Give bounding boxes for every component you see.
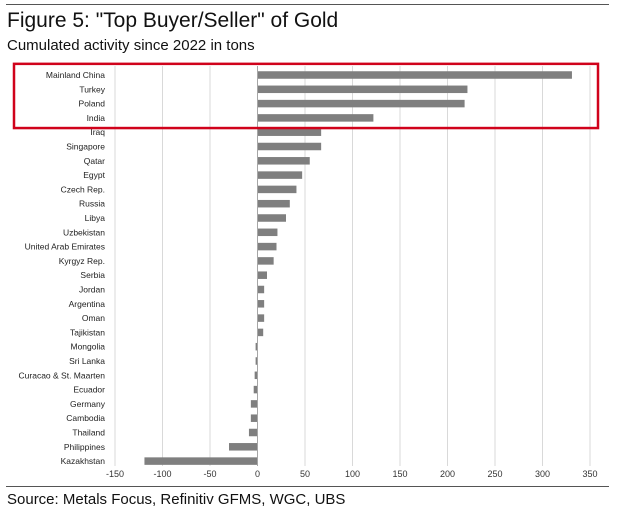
- x-tick-label: 150: [392, 469, 407, 479]
- figure-subtitle: Cumulated activity since 2022 in tons: [7, 37, 255, 54]
- x-tick-label: 100: [345, 469, 360, 479]
- bar: [257, 71, 572, 79]
- bar: [144, 457, 258, 465]
- figure-title: Figure 5: "Top Buyer/Seller" of Gold: [7, 9, 339, 32]
- category-label: Kyrgyz Rep.: [59, 256, 105, 266]
- x-tick-label: -50: [203, 469, 216, 479]
- category-label: Tajikistan: [70, 327, 105, 337]
- category-label: Turkey: [79, 84, 105, 94]
- category-label: Argentina: [69, 299, 106, 309]
- bar: [248, 428, 258, 437]
- category-label: Iraq: [90, 127, 105, 137]
- category-label: Oman: [82, 313, 105, 323]
- bar: [257, 242, 277, 251]
- category-label: Thailand: [72, 428, 105, 438]
- x-tick-label: 0: [255, 469, 260, 479]
- x-tick-label: -150: [106, 469, 124, 479]
- category-label: Sri Lanka: [69, 356, 105, 366]
- source-note: Source: Metals Focus, Refinitiv GFMS, WG…: [7, 491, 346, 508]
- bar: [257, 185, 297, 194]
- category-label: Egypt: [83, 170, 105, 180]
- bar: [257, 271, 267, 279]
- bar: [257, 114, 374, 122]
- x-tick-label: 50: [300, 469, 310, 479]
- category-label: Russia: [79, 199, 105, 209]
- bar: [257, 128, 322, 136]
- bar: [255, 357, 258, 365]
- category-label: Mainland China: [46, 70, 105, 80]
- category-label: Serbia: [80, 270, 105, 280]
- bar: [250, 414, 258, 422]
- bar: [254, 371, 258, 380]
- category-label: Czech Rep.: [61, 184, 105, 194]
- category-label: Kazakhstan: [61, 456, 106, 466]
- bar: [257, 171, 303, 179]
- category-label: Libya: [85, 213, 106, 223]
- category-label: United Arab Emirates: [25, 242, 105, 252]
- x-tick-label: 200: [440, 469, 455, 479]
- bar: [257, 142, 322, 151]
- category-label: Cambodia: [66, 413, 105, 423]
- category-label: Curacao & St. Maarten: [19, 370, 106, 380]
- category-label: Germany: [70, 399, 106, 409]
- bar: [257, 257, 274, 265]
- bar: [257, 199, 290, 208]
- bottom-rule: [6, 486, 609, 487]
- x-tick-label: 300: [535, 469, 550, 479]
- bar: [253, 385, 258, 394]
- category-label: Uzbekistan: [63, 227, 105, 237]
- bar: [257, 285, 265, 294]
- category-label: India: [87, 113, 106, 123]
- category-label: Singapore: [66, 142, 105, 152]
- bar: [257, 214, 286, 222]
- bar: [257, 228, 278, 237]
- category-label: Mongolia: [71, 342, 106, 352]
- highlight-box: [12, 62, 600, 130]
- x-tick-label: 350: [582, 469, 597, 479]
- bar: [257, 157, 310, 165]
- bar: [257, 99, 465, 108]
- category-label: Qatar: [84, 156, 105, 166]
- category-label: Jordan: [79, 285, 105, 295]
- bar: [250, 400, 258, 408]
- bar: [255, 342, 258, 351]
- top-rule: [6, 4, 609, 5]
- category-label: Philippines: [64, 442, 105, 452]
- category-label: Poland: [79, 99, 106, 109]
- bar: [257, 314, 265, 322]
- bar: [229, 443, 258, 451]
- bar: [257, 300, 265, 308]
- bar: [257, 328, 264, 337]
- x-tick-label: -100: [153, 469, 171, 479]
- x-tick-label: 250: [487, 469, 502, 479]
- bar: [257, 85, 468, 94]
- category-label: Ecuador: [73, 385, 105, 395]
